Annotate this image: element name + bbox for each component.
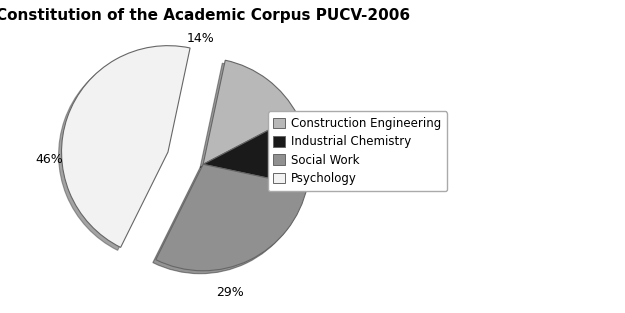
Wedge shape	[156, 164, 308, 271]
Text: 11%: 11%	[315, 117, 342, 131]
Title: Constitution of the Academic Corpus PUCV-2006: Constitution of the Academic Corpus PUCV…	[0, 8, 410, 23]
Legend: Construction Engineering, Industrial Chemistry, Social Work, Psychology: Construction Engineering, Industrial Che…	[268, 111, 448, 191]
Text: 46%: 46%	[35, 152, 62, 166]
Wedge shape	[61, 46, 190, 247]
Text: 14%: 14%	[187, 32, 215, 45]
Wedge shape	[203, 60, 298, 164]
Text: 29%: 29%	[216, 285, 244, 299]
Wedge shape	[203, 115, 309, 187]
